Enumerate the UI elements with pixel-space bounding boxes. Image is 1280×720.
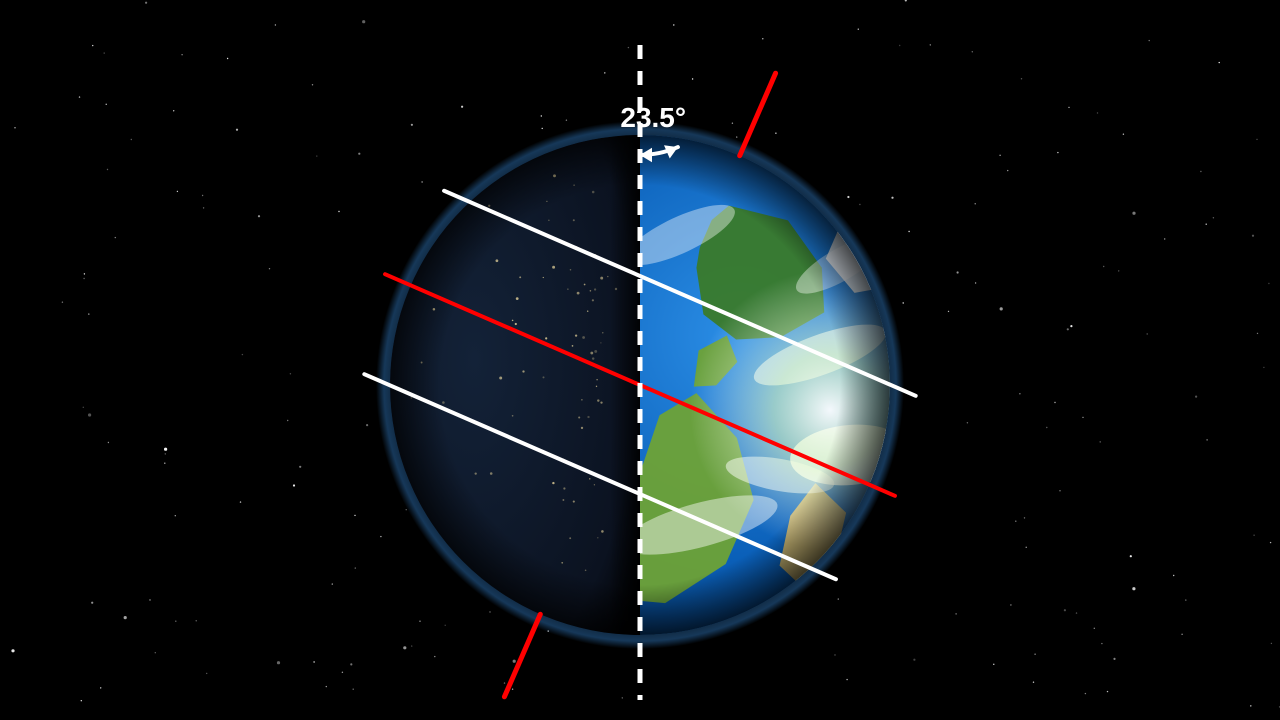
tilt-angle-label: 23.5°	[620, 102, 686, 134]
rotation-axis-top	[740, 73, 776, 156]
diagram-stage: 23.5°	[0, 0, 1280, 720]
rotation-axis-bottom	[504, 614, 540, 697]
